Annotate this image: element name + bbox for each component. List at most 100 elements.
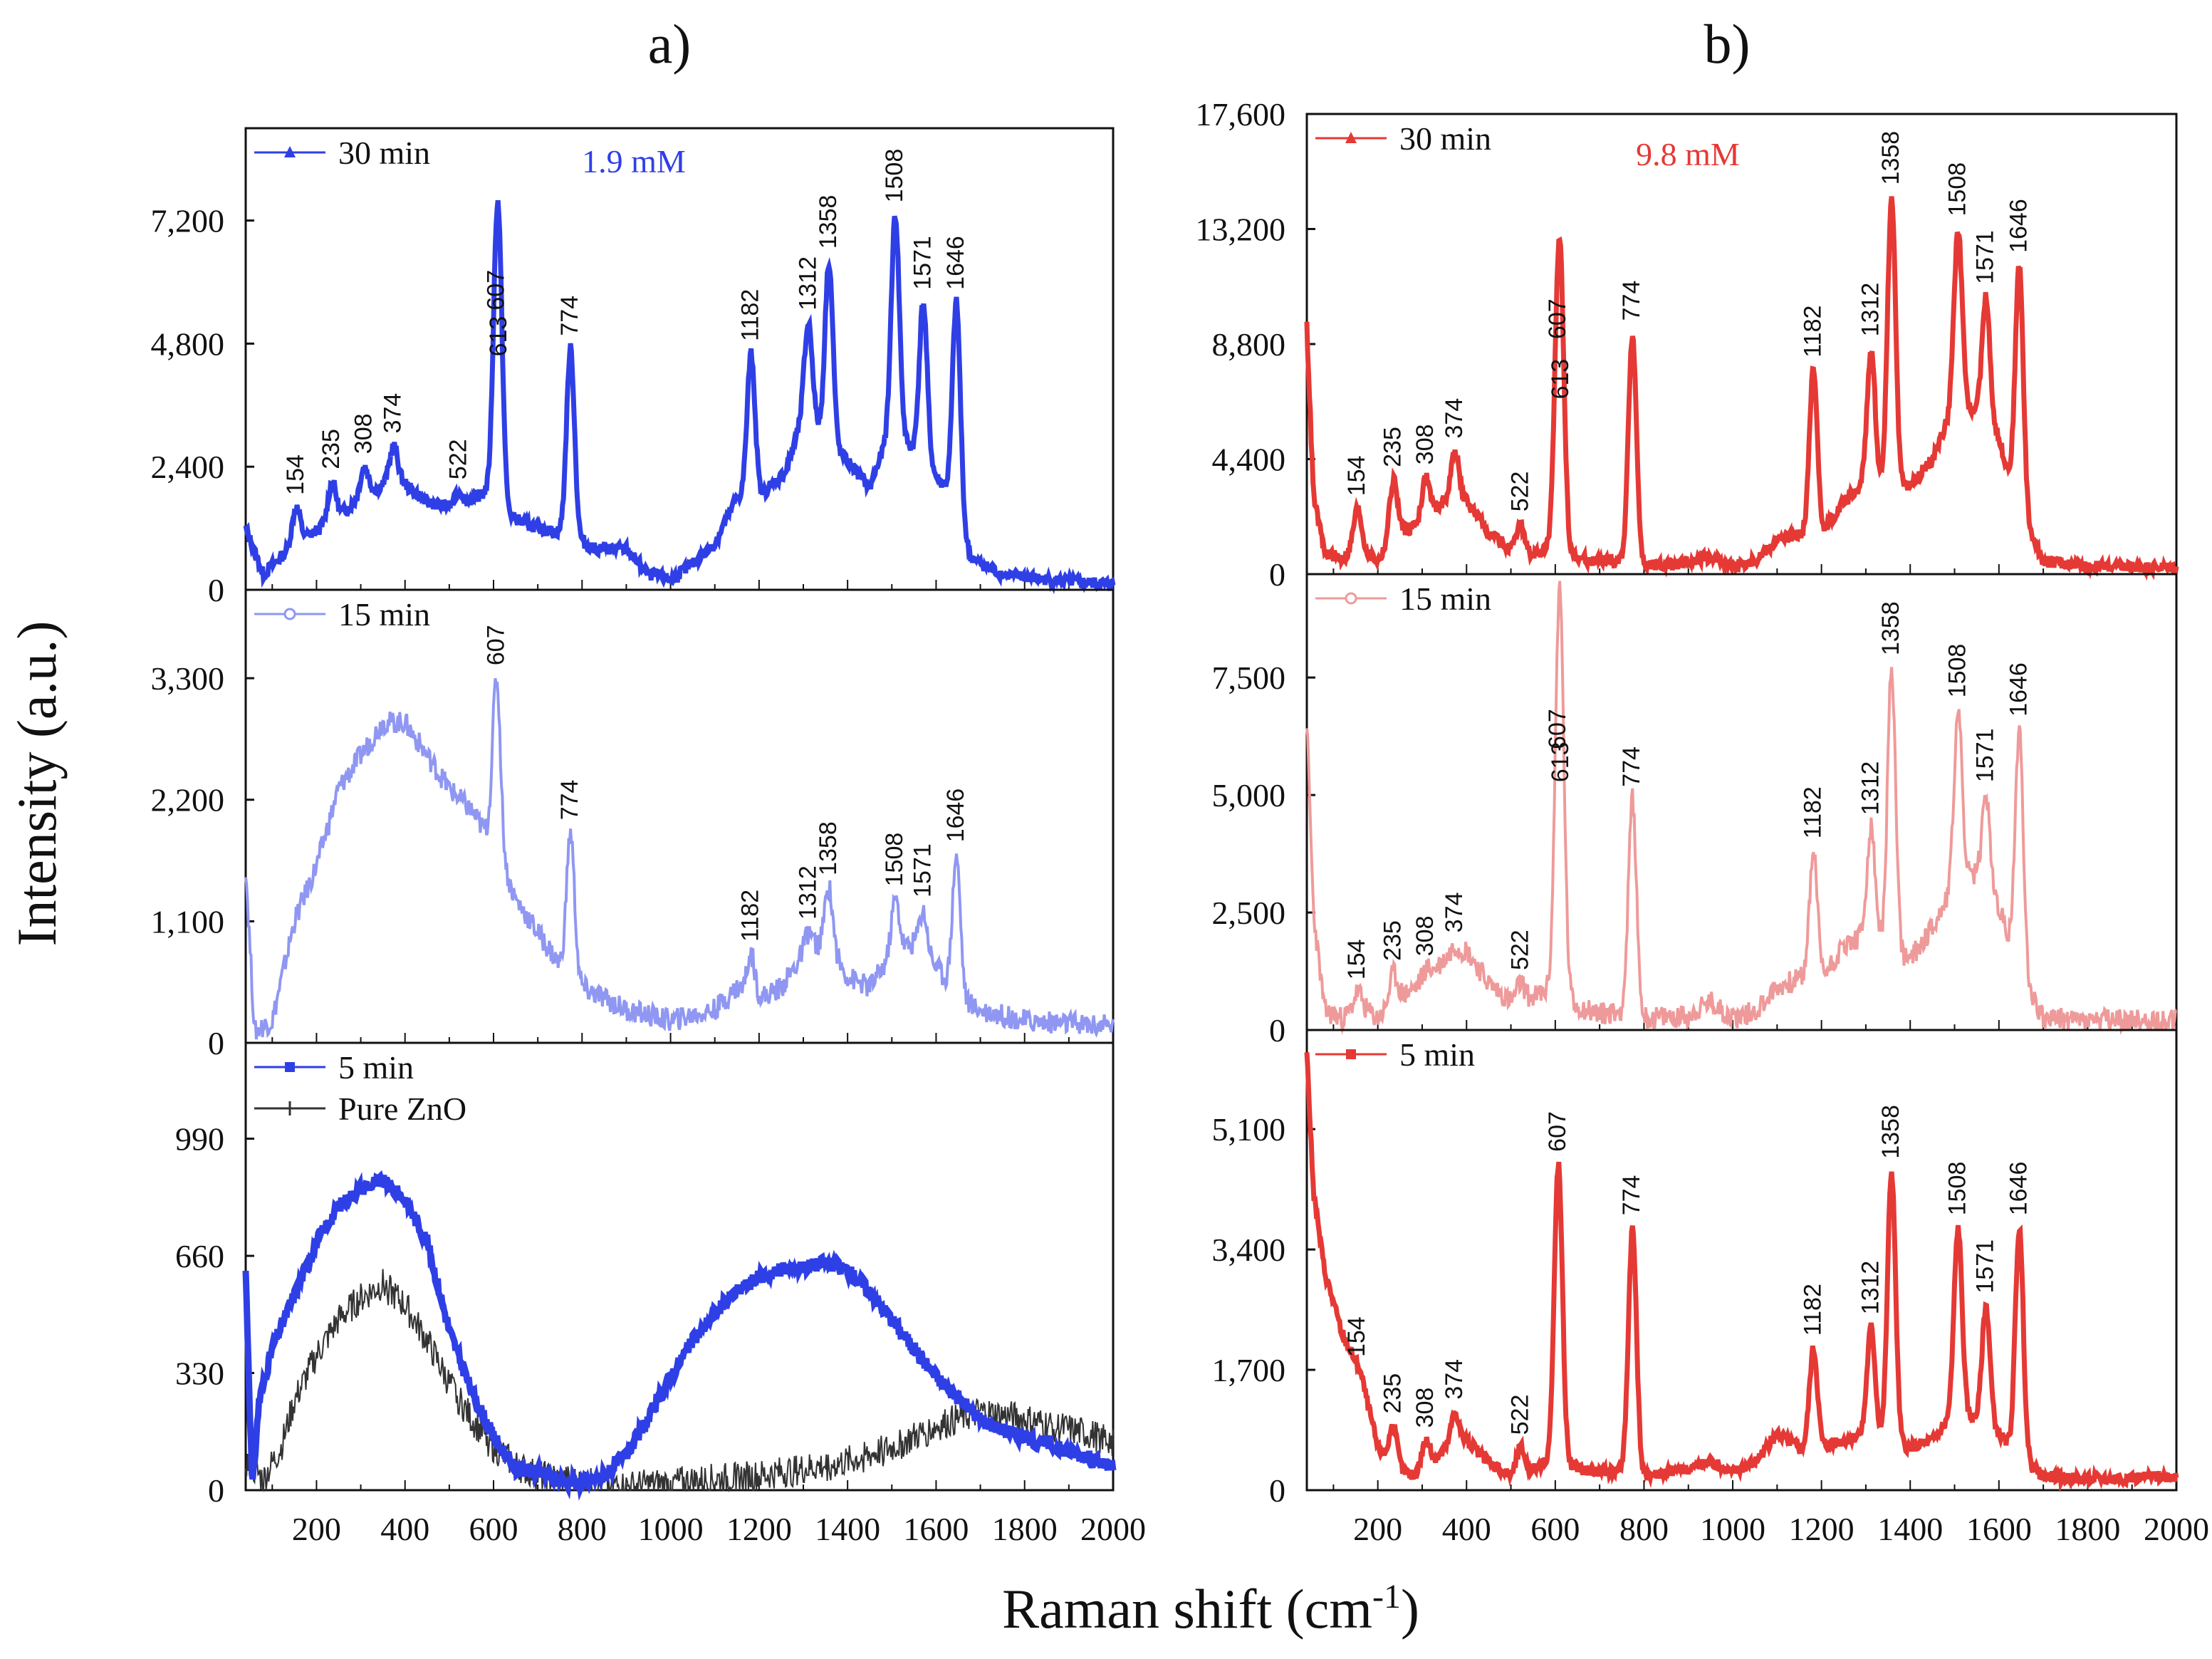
peak-label: 613 bbox=[1547, 742, 1574, 782]
y-tick-label: 1,700 bbox=[1212, 1352, 1286, 1388]
peak-label: 374 bbox=[380, 393, 407, 434]
peak-label: 1571 bbox=[1972, 1239, 1999, 1294]
peak-label: 774 bbox=[556, 780, 583, 821]
legend-text: 15 min bbox=[1399, 581, 1491, 617]
peak-label: 774 bbox=[1618, 1175, 1645, 1216]
peak-label: 374 bbox=[1441, 893, 1468, 933]
peak-label: 235 bbox=[1379, 1373, 1406, 1414]
x-tick-label: 2000 bbox=[2144, 1511, 2209, 1547]
peak-label: 154 bbox=[1343, 456, 1370, 496]
peak-label: 1646 bbox=[2005, 662, 2032, 717]
peak-label: 522 bbox=[445, 439, 472, 479]
y-tick-label: 990 bbox=[175, 1121, 224, 1158]
y-tick-label: 3,300 bbox=[151, 660, 225, 697]
peak-label: 1508 bbox=[1944, 1162, 1971, 1216]
x-tick-label: 200 bbox=[292, 1511, 341, 1547]
series-15-min bbox=[1305, 581, 2177, 1035]
legend-text: Pure ZnO bbox=[338, 1091, 466, 1127]
peak-label: 1571 bbox=[1972, 728, 1999, 782]
peak-label: 154 bbox=[282, 454, 309, 495]
peak-label: 1508 bbox=[1944, 644, 1971, 698]
peak-label: 308 bbox=[1412, 1388, 1439, 1428]
y-tick-label: 0 bbox=[1269, 556, 1285, 593]
peak-label: 1571 bbox=[909, 236, 936, 290]
legend-text: 5 min bbox=[338, 1049, 414, 1086]
y-tick-label: 4,800 bbox=[151, 326, 225, 362]
panel-label: b) bbox=[1704, 13, 1751, 75]
peak-label: 1182 bbox=[737, 289, 764, 341]
y-tick-label: 13,200 bbox=[1196, 212, 1286, 248]
legend-text: 30 min bbox=[1399, 120, 1491, 157]
peak-label: 1571 bbox=[1972, 230, 1999, 284]
legend: 5 min bbox=[1315, 1036, 1475, 1073]
y-tick-label: 2,400 bbox=[151, 449, 225, 485]
y-tick-label: 0 bbox=[208, 572, 224, 608]
peak-label: 1312 bbox=[794, 865, 821, 920]
x-tick-label: 400 bbox=[1442, 1511, 1491, 1547]
peak-label: 1358 bbox=[1877, 1105, 1904, 1159]
series-15-min bbox=[244, 677, 1115, 1040]
panel-label: a) bbox=[648, 13, 692, 75]
plot-frame bbox=[244, 588, 1115, 1044]
legend-text: 5 min bbox=[1399, 1036, 1475, 1073]
y-tick-label: 3,400 bbox=[1212, 1232, 1286, 1268]
legend-marker bbox=[285, 1062, 295, 1072]
x-tick-label: 1000 bbox=[1700, 1511, 1765, 1547]
legend-marker bbox=[1345, 592, 1357, 605]
y-tick-label: 0 bbox=[208, 1472, 224, 1509]
peak-label: 1312 bbox=[1857, 761, 1884, 816]
peak-label: 308 bbox=[1412, 424, 1439, 464]
peak-label: 1312 bbox=[1857, 1261, 1884, 1315]
x-tick-label: 1000 bbox=[638, 1511, 704, 1547]
concentration-label: 9.8 mM bbox=[1636, 136, 1740, 172]
legend: 15 min bbox=[254, 596, 430, 633]
peak-label: 774 bbox=[1618, 747, 1645, 787]
x-tick-label: 600 bbox=[469, 1511, 518, 1547]
peak-label: 308 bbox=[1412, 915, 1439, 956]
y-tick-label: 660 bbox=[175, 1238, 224, 1274]
peak-label: 522 bbox=[1506, 930, 1533, 970]
legend-marker bbox=[284, 146, 296, 157]
peak-label: 607 bbox=[1544, 709, 1571, 749]
legend: 30 min bbox=[254, 135, 430, 171]
series-5-min bbox=[1304, 1052, 2179, 1493]
x-tick-label: 1200 bbox=[726, 1511, 792, 1547]
peak-label: 1358 bbox=[815, 195, 842, 249]
peak-label: 1646 bbox=[2005, 1162, 2032, 1216]
peak-label: 1508 bbox=[881, 149, 908, 203]
plot-frame bbox=[1305, 573, 2178, 1031]
legend: 15 min bbox=[1315, 581, 1491, 617]
x-tick-label: 200 bbox=[1353, 1511, 1402, 1547]
peak-label: 613 bbox=[1547, 359, 1574, 400]
x-tick-label: 1800 bbox=[2055, 1511, 2120, 1547]
legend: 5 min Pure ZnO bbox=[254, 1049, 466, 1127]
x-tick-label: 800 bbox=[558, 1511, 607, 1547]
legend-marker bbox=[1345, 132, 1357, 143]
peak-label: 1182 bbox=[737, 890, 764, 942]
legend-text: 15 min bbox=[338, 596, 430, 633]
subplot-5-min: 0 330 660 990 5 min Pure ZnO 200 400 600 800 1000 1… bbox=[175, 1041, 1146, 1547]
peak-label: 1312 bbox=[794, 256, 821, 311]
y-tick-label: 4,400 bbox=[1212, 442, 1286, 478]
series-30-min bbox=[1304, 196, 2179, 581]
peak-label: 774 bbox=[1618, 281, 1645, 321]
peak-label: 154 bbox=[1343, 1316, 1370, 1357]
y-tick-label: 5,000 bbox=[1212, 777, 1286, 813]
peak-label: 607 bbox=[1544, 1111, 1571, 1152]
peak-label: 607 bbox=[482, 270, 509, 311]
peak-label: 235 bbox=[318, 429, 345, 469]
legend-marker bbox=[1346, 1049, 1356, 1059]
peak-label: 235 bbox=[1379, 920, 1406, 961]
peak-label: 1646 bbox=[942, 236, 969, 290]
x-tick-label: 1600 bbox=[903, 1511, 969, 1547]
peak-label: 1182 bbox=[1799, 306, 1826, 358]
y-tick-label: 7,500 bbox=[1212, 660, 1286, 696]
y-axis-label: Intensity (a.u.) bbox=[6, 620, 68, 946]
peak-label: 1571 bbox=[909, 843, 936, 898]
x-tick-label: 1400 bbox=[815, 1511, 880, 1547]
